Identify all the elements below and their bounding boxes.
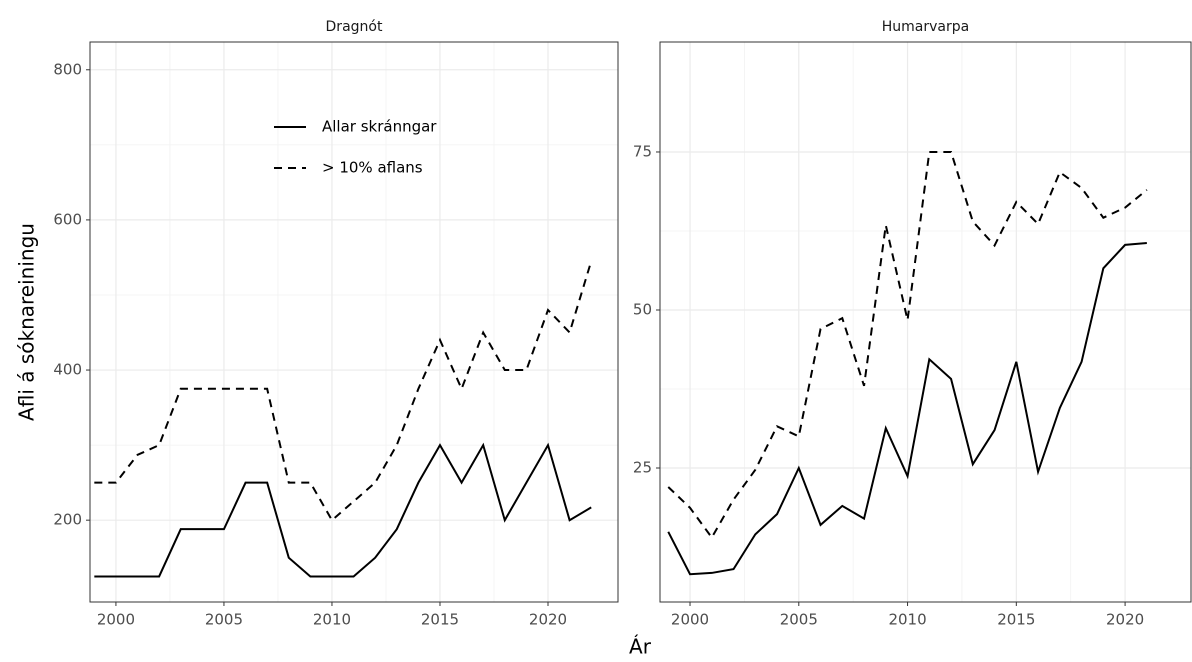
- facet-title: Dragnót: [326, 19, 383, 35]
- y-tick-label: 50: [633, 300, 652, 318]
- x-tick-label: 2020: [529, 611, 567, 629]
- x-tick-label: 2000: [97, 611, 135, 629]
- y-tick-label: 400: [53, 361, 82, 379]
- data-line: [94, 442, 592, 578]
- y-tick-label: 200: [53, 511, 82, 529]
- data-line: [667, 241, 1147, 576]
- facet-title: Humarvarpa: [882, 19, 969, 35]
- data-line: [94, 260, 593, 522]
- data-line: [667, 150, 1148, 540]
- panel-border: [89, 41, 619, 603]
- x-tick-label: 2005: [205, 611, 243, 629]
- y-axis-title: Afli á sóknareiningu: [15, 223, 39, 421]
- x-tick-label: 2010: [313, 611, 351, 629]
- x-tick-label: 2005: [780, 611, 818, 629]
- legend-label: > 10% aflans: [322, 159, 423, 177]
- x-tick-label: 2000: [671, 611, 709, 629]
- x-axis-title: Ár: [629, 635, 652, 659]
- x-tick-label: 2015: [421, 611, 459, 629]
- x-tick-label: 2010: [888, 611, 926, 629]
- panel-border: [659, 41, 1192, 603]
- x-tick-label: 2020: [1106, 611, 1144, 629]
- y-tick-label: 25: [633, 459, 652, 477]
- y-tick-label: 600: [53, 210, 82, 228]
- y-tick-label: 75: [633, 142, 652, 160]
- x-tick-label: 2015: [997, 611, 1035, 629]
- y-tick-label: 800: [53, 60, 82, 78]
- legend-label: Allar skránngar: [322, 118, 437, 136]
